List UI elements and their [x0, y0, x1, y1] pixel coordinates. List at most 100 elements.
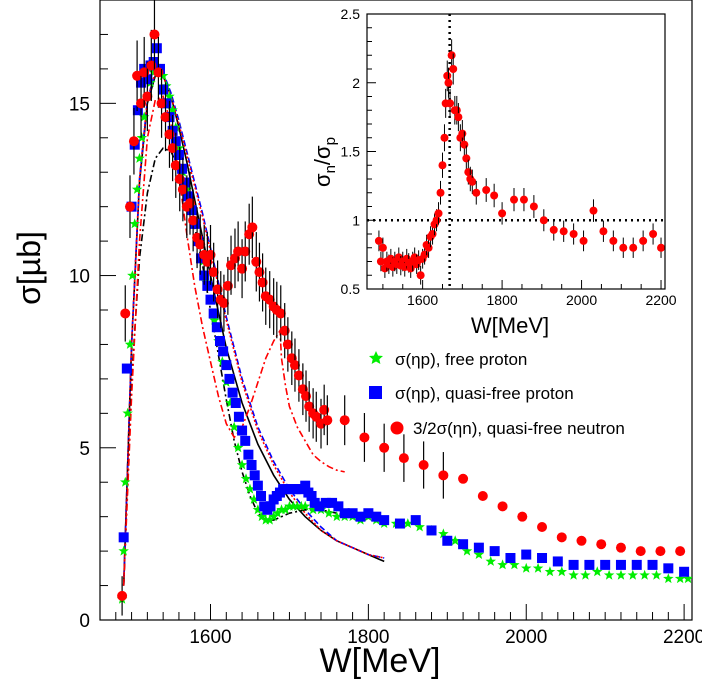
circle-data-point	[218, 298, 229, 309]
inset-circle-data-point	[449, 65, 458, 73]
circle-data-point	[247, 222, 258, 233]
star-data-point	[240, 473, 252, 484]
star-data-point	[402, 518, 414, 528]
square-data-point	[151, 43, 162, 54]
circle-data-point	[128, 136, 139, 147]
main-y-tick-label: 0	[79, 611, 90, 632]
circle-data-point	[149, 29, 160, 40]
inset-circle-data-point	[472, 188, 481, 197]
star-data-point	[118, 545, 129, 556]
square-data-point	[505, 553, 516, 563]
circle-data-point	[275, 308, 286, 319]
star-data-point	[236, 459, 248, 470]
star-data-point	[252, 504, 264, 515]
square-data-point	[180, 177, 191, 188]
star-data-point	[268, 511, 279, 522]
square-data-point	[208, 308, 219, 319]
inset-circle-data-point	[609, 236, 618, 245]
circle-data-point	[174, 174, 185, 185]
square-data-point	[118, 532, 129, 543]
star-data-point	[292, 500, 303, 511]
inset-circle-data-point	[639, 236, 648, 245]
square-data-point	[237, 425, 248, 436]
square-data-point	[327, 497, 338, 508]
square-data-point	[314, 501, 325, 512]
square-data-point	[205, 294, 216, 305]
star-data-point	[682, 573, 692, 584]
square-data-point	[214, 336, 225, 346]
square-data-point	[363, 508, 374, 519]
circle-data-point	[160, 112, 171, 123]
star-data-point	[260, 514, 271, 525]
star-data-point	[544, 566, 556, 577]
square-data-point	[426, 525, 437, 536]
circle-data-point	[251, 256, 262, 267]
legend: σ(ηp), free proton σ(ηp), quasi-free pro…	[369, 350, 625, 438]
inset-x-tick-label: 1600	[407, 292, 438, 308]
circle-data-point	[212, 284, 223, 295]
inset-axis-ticks: 1600 1800 2000 2200 0.5 1 1.5 2 2.5	[341, 6, 677, 308]
square-data-point	[186, 205, 197, 216]
star-data-point	[323, 507, 335, 518]
circle-data-point	[195, 239, 206, 250]
circle-data-point	[359, 432, 370, 443]
star-data-point	[438, 528, 449, 539]
circle-data-point	[596, 539, 607, 550]
inset-circle-data-point	[452, 106, 461, 115]
star-data-point	[450, 535, 461, 546]
square-data-point	[306, 491, 317, 501]
inset-circle-data-point	[599, 227, 608, 236]
star-data-point	[331, 511, 342, 522]
circle-data-point	[164, 129, 175, 140]
circle-data-point	[289, 360, 300, 371]
inset-circle-data-point	[490, 191, 499, 200]
circle-data-point	[237, 263, 248, 274]
square-data-point	[552, 556, 563, 567]
square-data-point	[663, 563, 674, 574]
square-data-point	[249, 470, 260, 481]
inset-ratio-points	[374, 39, 665, 285]
inset-circle-data-point	[458, 129, 467, 138]
inset-y-tick-label: 2	[352, 75, 360, 91]
star-data-point	[167, 104, 178, 115]
circle-data-point	[293, 370, 304, 381]
square-data-point	[473, 542, 484, 553]
legend-label-quasi-free-neutron: 3/2σ(ηn), quasi-free neutron	[413, 419, 625, 438]
inset-y-label-sigma: σ	[310, 173, 335, 187]
star-data-point	[615, 569, 627, 580]
circle-data-point	[379, 442, 390, 453]
inset-circle-data-point	[529, 202, 538, 211]
inset-circle-data-point	[440, 133, 449, 142]
star-data-point	[603, 569, 615, 580]
square-data-point	[379, 515, 390, 526]
circle-data-point	[279, 325, 290, 336]
square-data-point	[394, 518, 405, 529]
star-data-point	[248, 493, 260, 504]
star-data-point	[674, 573, 686, 584]
square-data-point	[355, 511, 366, 522]
square-data-point	[537, 553, 548, 563]
square-data-point	[121, 363, 132, 374]
circle-data-point	[156, 98, 167, 109]
circle-data-point	[576, 535, 587, 546]
star-data-point	[276, 504, 287, 515]
star-data-point	[134, 152, 145, 163]
square-data-point	[183, 191, 194, 202]
star-data-point	[556, 566, 567, 577]
inset-y-tick-label: 2.5	[341, 6, 361, 22]
circle-data-point	[398, 453, 409, 464]
inset-circle-data-point	[432, 216, 441, 225]
inset-circle-data-point	[428, 230, 437, 238]
inset-circle-data-point	[464, 168, 473, 177]
star-data-point	[414, 521, 425, 532]
circle-data-point	[556, 532, 567, 543]
inset-circle-data-point	[444, 78, 453, 87]
inset-circle-data-point	[539, 216, 548, 225]
star-data-point	[639, 569, 650, 580]
circle-data-point	[477, 491, 488, 501]
inset-circle-data-point	[498, 209, 507, 218]
inset-circle-data-point	[436, 188, 445, 197]
circle-data-point	[222, 280, 233, 291]
model-curve-dashdot-3	[122, 147, 369, 586]
